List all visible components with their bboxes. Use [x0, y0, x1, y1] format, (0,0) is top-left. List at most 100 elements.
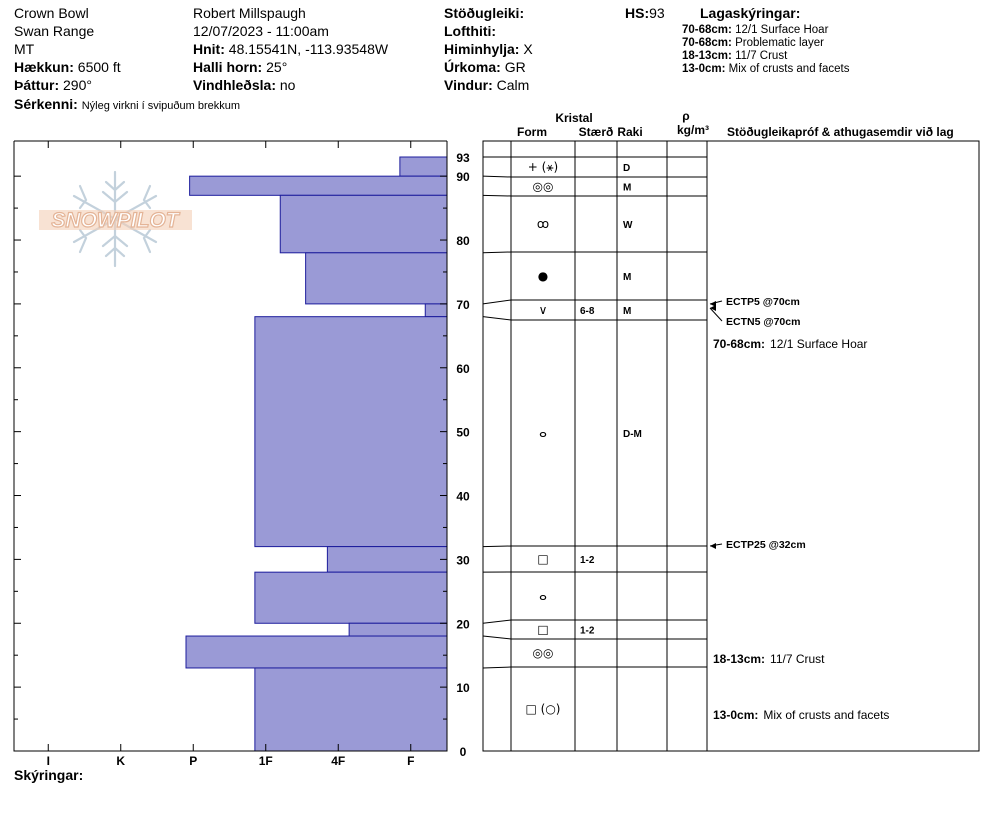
rho-header: ρ	[682, 109, 689, 123]
hardness-bars	[185, 156, 448, 752]
moisture-header: Raki	[617, 125, 642, 139]
layer-comment: 70-68cm: 12/1 Surface Hoar	[713, 337, 867, 351]
precip-row: Úrkoma: GR	[444, 58, 526, 76]
layer-size: 1-2	[580, 626, 595, 637]
layer-comment: 18-13cm: 11/7 Crust	[713, 652, 825, 666]
hardness-frame	[13, 140, 448, 752]
layer-legend-item: 70-68cm: 12/1 Surface Hoar	[682, 24, 829, 36]
stability-label: Stöðugleiki:	[444, 5, 525, 21]
features-row: Sérkenni: Nýleg virkni í svipuðum brekku…	[14, 95, 240, 115]
layer-form: ⴰ	[539, 426, 547, 440]
location-name: Crown Bowl	[14, 5, 89, 21]
hardness-tick-label: 4F	[331, 754, 345, 768]
depth-tick-label: 0	[460, 745, 467, 759]
test-arrow-head	[710, 301, 716, 307]
coords-row: Hnit: 48.15541N, -113.93548W	[193, 40, 388, 58]
slope-value: 25°	[266, 59, 288, 75]
depth-tick-label: 20	[456, 617, 470, 631]
layer-comment-range: 70-68cm:	[713, 337, 765, 351]
wind-loading-label: Vindhleðsla:	[193, 77, 276, 93]
wind-loading-row: Vindhleðsla: no	[193, 76, 295, 94]
depth-axis: 0 10 20 30 40 50 60 70 80 90 93	[14, 151, 470, 759]
air-temp-label: Lofthiti:	[444, 23, 497, 39]
depth-tick-label: 30	[456, 553, 470, 567]
layer-moisture: D	[623, 163, 630, 174]
layer-connector	[482, 619, 512, 624]
layer-connector	[482, 299, 512, 305]
elevation-label: Hækkun:	[14, 59, 74, 75]
wind-row: Vindur: Calm	[444, 76, 529, 94]
aspect-row: Þáttur: 290°	[14, 76, 92, 94]
hardness-bar	[254, 316, 448, 548]
layer-connector	[482, 545, 512, 548]
hardness-bar	[399, 156, 448, 177]
layer-table: Kristal Form Stærð Raki ρkg/m³ Stöðugleikapró…	[482, 109, 980, 752]
depth-tick-label: 90	[456, 170, 470, 184]
hardness-bar	[254, 667, 448, 752]
air-temp-row: Lofthiti:	[444, 22, 496, 40]
hardness-tick-label: F	[407, 754, 414, 768]
crystal-header: Kristal	[555, 111, 592, 125]
layer-form: ∨	[539, 303, 548, 317]
layer-size: 1-2	[580, 555, 595, 566]
test-arrow-line	[709, 307, 723, 322]
hardness-bar	[326, 546, 448, 573]
table-border	[482, 140, 980, 752]
size-header: Stærð	[579, 125, 614, 139]
layer-form: ꝏ	[537, 217, 549, 231]
coords-value: 48.15541N, -113.93548W	[228, 41, 389, 57]
layer-legend-title: Lagaskýringar:	[700, 5, 801, 21]
state-name: MT	[14, 41, 35, 57]
layer-connector	[482, 635, 512, 640]
layer-connector	[482, 251, 512, 254]
stability-test-result: ECTN5 @70cm	[726, 316, 800, 328]
layer-form: ⴰ	[539, 589, 547, 603]
features-label: Sérkenni:	[14, 96, 78, 112]
sky-value: X	[523, 41, 533, 57]
layer-form: ◎◎	[533, 180, 554, 194]
wind-value: Calm	[496, 77, 530, 93]
tests-header: Stöðugleikapróf & athugasemdir við lag	[727, 125, 954, 139]
depth-tick-label: 60	[456, 362, 470, 376]
hs-value: 93	[649, 5, 665, 21]
observer-name: Robert Millspaugh	[193, 5, 306, 21]
depth-tick-label: 70	[456, 298, 470, 312]
hardness-axis: I K P 1F 4F F	[47, 141, 414, 768]
layer-moisture: W	[623, 220, 633, 231]
sky-row: Himinhylja: X	[444, 40, 533, 58]
hardness-tick-label: P	[189, 754, 197, 768]
layer-comment-text: 11/7 Crust	[770, 652, 825, 666]
footer-notes: Skýringar:	[14, 767, 84, 783]
layer-form: + (⚹)	[528, 160, 558, 174]
range-name: Swan Range	[14, 23, 95, 39]
hardness-tick-label: K	[116, 754, 125, 768]
hs-row: HS:93	[625, 4, 665, 22]
elevation-value: 6500 ft	[77, 59, 121, 75]
hardness-bar	[424, 303, 448, 318]
layer-connector	[482, 316, 512, 321]
depth-tick-label: 50	[456, 426, 470, 440]
hardness-tick-label: 1F	[259, 754, 273, 768]
hardness-bar	[185, 635, 448, 669]
hardness-bar	[305, 252, 448, 305]
slope-row: Halli horn: 25°	[193, 58, 287, 76]
layer-moisture: D-M	[623, 429, 642, 440]
layer-moisture: M	[623, 306, 631, 317]
stability-row: Stöðugleiki:	[444, 4, 524, 22]
wind-loading-value: no	[279, 77, 296, 93]
layer-form: □	[537, 552, 548, 566]
layer-legend-item: 70-68cm: Problematic layer	[682, 37, 824, 49]
hardness-frame-border	[13, 141, 448, 752]
layer-form: □	[537, 623, 548, 637]
snowpilot-logo: SNOWPILOT	[39, 170, 192, 268]
layer-form: ◎◎	[533, 646, 554, 660]
hardness-bar	[279, 194, 448, 254]
layer-comment-range: 18-13cm:	[713, 652, 765, 666]
density-unit-header: kg/m³	[677, 123, 709, 137]
hardness-tick-label: I	[47, 754, 50, 768]
layer-comment-range: 13-0cm:	[713, 708, 758, 722]
elevation-row: Hækkun: 6500 ft	[14, 58, 121, 76]
sky-label: Himinhylja:	[444, 41, 520, 57]
hardness-bar	[348, 622, 448, 637]
stability-test-result: ECTP5 @70cm	[726, 296, 800, 308]
